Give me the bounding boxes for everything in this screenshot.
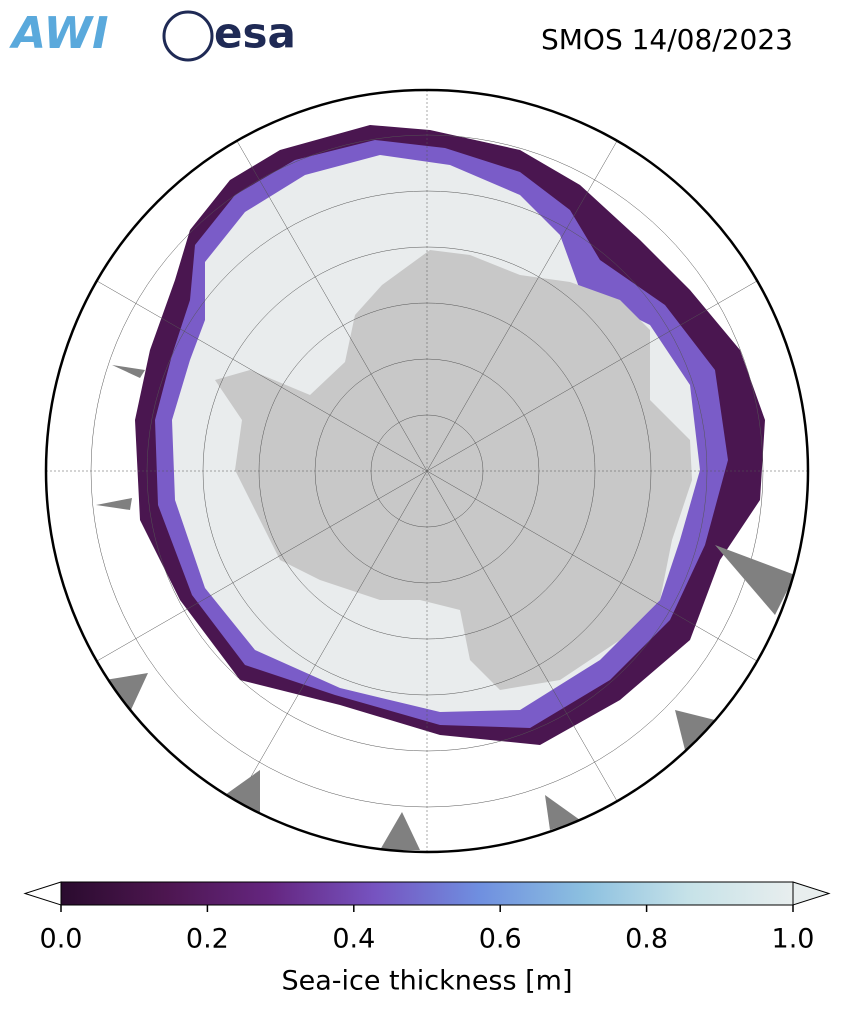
artifacts — [96, 365, 795, 850]
colorbar-bar — [60, 881, 794, 906]
map — [46, 90, 808, 852]
colorbar: 0.0 0.2 0.4 0.6 0.8 1.0 — [23, 881, 831, 955]
map-frame — [44, 88, 810, 854]
colorbar-tick-label: 1.0 — [772, 924, 815, 955]
colorbar-extend-low — [23, 881, 62, 906]
colorbar-tick-label: 0.4 — [332, 924, 375, 955]
awi-logo: AWI — [9, 8, 109, 59]
antarctica — [215, 250, 692, 690]
colorbar-tick-label: 0.8 — [625, 924, 668, 955]
colorbar-tick-label: 0.0 — [40, 924, 83, 955]
esa-logo: esa — [214, 9, 296, 58]
esa-emblem — [162, 10, 214, 62]
colorbar-tick-label: 0.6 — [479, 924, 522, 955]
colorbar-extend-high — [792, 881, 831, 906]
title: SMOS 14/08/2023 — [541, 23, 793, 56]
colorbar-label: Sea-ice thickness [m] — [281, 966, 572, 997]
graticule — [46, 90, 808, 852]
colorbar-tick-label: 0.2 — [186, 924, 229, 955]
